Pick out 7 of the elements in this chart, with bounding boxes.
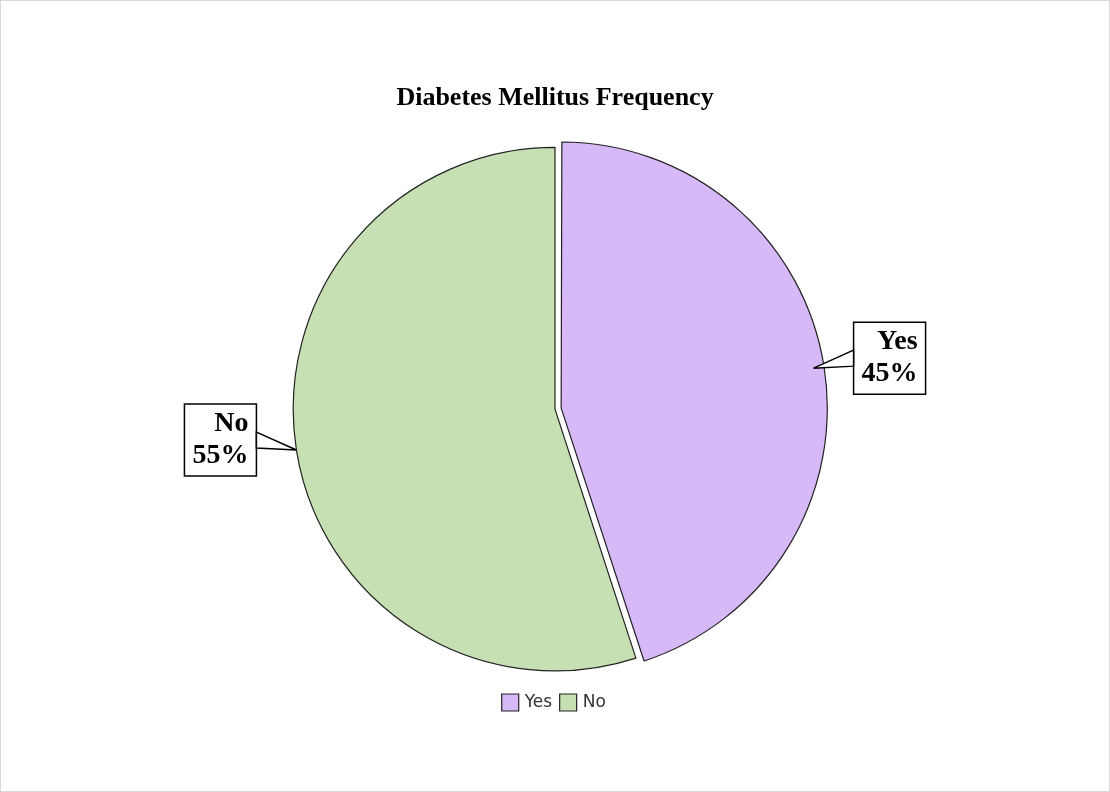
data-label: 45% — [861, 356, 918, 388]
slice-label: Yes — [877, 324, 918, 356]
data-label: 55% — [192, 438, 249, 470]
legend-label: Yes — [523, 690, 553, 711]
legend-label: No — [582, 690, 606, 711]
chart-title: Diabetes Mellitus Frequency — [396, 82, 714, 112]
slice-label: No — [214, 406, 249, 438]
